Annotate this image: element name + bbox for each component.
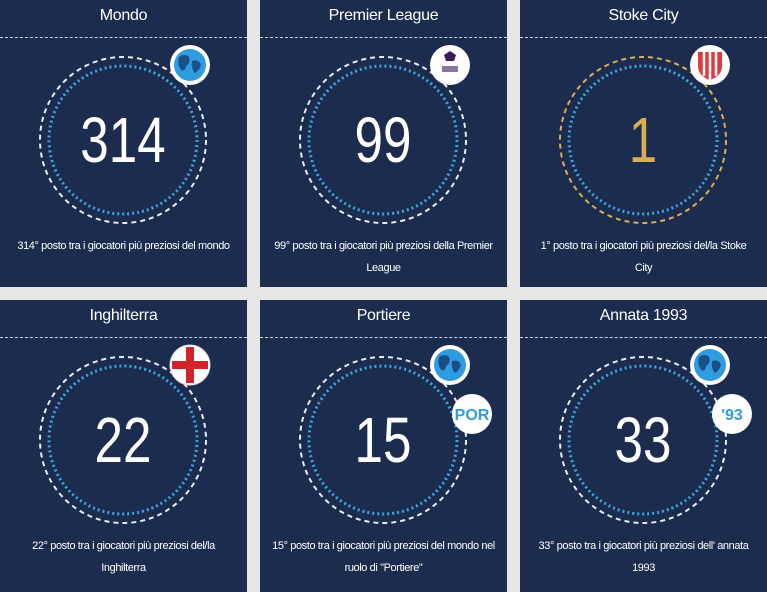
inner-ring [47, 64, 199, 216]
stat-card: Inghilterra 22 22° posto tra i giocatori p… [0, 300, 247, 592]
rank-number: 1 [629, 106, 657, 177]
rank-ring: 314 [39, 45, 210, 224]
badge-icon [690, 345, 730, 385]
card-title: Annata 1993 [599, 307, 688, 324]
outer-ring [299, 356, 467, 524]
league-logo [444, 51, 456, 61]
rank-number: 15 [355, 406, 412, 477]
card-description: 99° posto tra i giocatori più preziosi d… [274, 240, 493, 274]
divider [260, 337, 507, 338]
inner-ring [307, 364, 459, 516]
rank-ring: 22 [39, 344, 211, 524]
inner-ring [567, 364, 719, 516]
globe-land [438, 355, 461, 373]
inner-ring [47, 364, 199, 516]
rank-ring: 1 [559, 45, 730, 224]
rank-number: 314 [80, 106, 165, 177]
rank-ring: 33 '93 [559, 345, 752, 524]
rank-number: 22 [95, 406, 152, 477]
divider [520, 37, 767, 38]
rank-number: 99 [355, 106, 412, 177]
card-title: Premier League [328, 7, 439, 24]
rank-ring: 99 [299, 45, 470, 224]
flag-cross [172, 347, 208, 383]
card-description: 1° posto tra i giocatori più preziosi de… [540, 240, 747, 274]
outer-ring [559, 56, 727, 224]
globe-land [698, 355, 721, 373]
stat-card: Premier League 99 99° posto tra i giocator… [260, 0, 507, 287]
stat-card: Annata 1993 33 '93 33° posto tra i giocator… [520, 300, 767, 592]
badge-icon [169, 344, 211, 386]
divider [260, 37, 507, 38]
card-description: 33° posto tra i giocatori più preziosi d… [538, 540, 749, 574]
card-description: 314° posto tra i giocatori più preziosi … [17, 240, 230, 252]
outer-ring [559, 356, 727, 524]
badge-bg [430, 45, 470, 85]
globe-land [178, 55, 201, 73]
card-title: Inghilterra [89, 307, 158, 324]
badge-bg [712, 394, 752, 434]
badge-icon [430, 345, 470, 385]
badge-icon [430, 45, 470, 85]
outer-ring [39, 356, 207, 524]
divider [0, 37, 247, 38]
outer-ring [299, 56, 467, 224]
badge-bg [452, 394, 492, 434]
outer-ring [39, 56, 207, 224]
stat-card: Stoke City 1 1° posto tra i giocatori più … [520, 0, 767, 287]
league-text [442, 66, 458, 72]
rank-number: 33 [615, 406, 672, 477]
inner-ring [567, 64, 719, 216]
badge-text: '93 [721, 407, 743, 424]
card-title: Stoke City [608, 7, 679, 24]
crest-stripes [702, 52, 718, 80]
rank-ring: 15 POR [299, 345, 492, 524]
stat-card: Portiere 15 POR 15° posto tra i giocatori p… [260, 300, 507, 592]
card-title: Mondo [99, 7, 148, 24]
card-description: 22° posto tra i giocatori più preziosi d… [32, 540, 215, 574]
badge-text: POR [455, 407, 490, 424]
badge-icon [690, 45, 730, 85]
badge-icon [170, 45, 210, 85]
stat-card: Mondo 314 314° posto tra i giocatori più p… [0, 0, 247, 287]
divider [520, 337, 767, 338]
divider [0, 337, 247, 338]
card-title: Portiere [356, 307, 411, 324]
inner-ring [307, 64, 459, 216]
card-description: 15° posto tra i giocatori più preziosi d… [272, 540, 495, 574]
